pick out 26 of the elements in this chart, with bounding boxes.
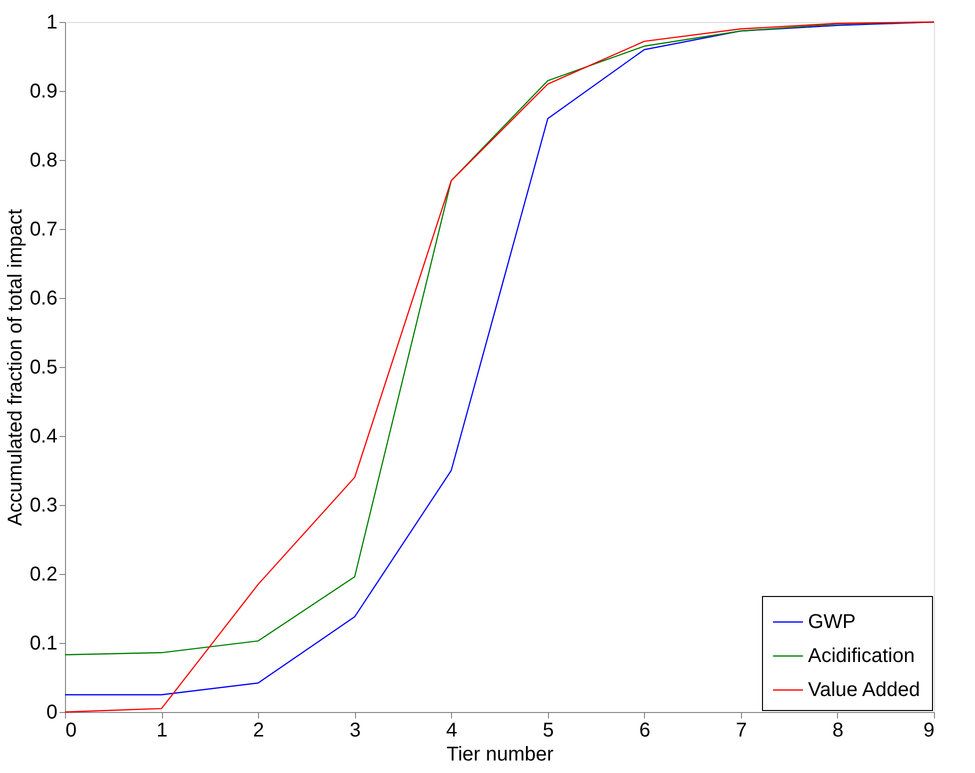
y-tick-label: 0.2 bbox=[30, 564, 58, 586]
legend-label: GWP bbox=[808, 611, 856, 633]
x-axis-title: Tier number bbox=[446, 744, 554, 766]
legend-label: Value Added bbox=[808, 679, 920, 701]
y-tick-label: 0.8 bbox=[30, 150, 58, 172]
x-tick-label: 9 bbox=[923, 720, 934, 742]
y-tick-label: 0.5 bbox=[30, 356, 58, 378]
x-tick-label: 3 bbox=[350, 720, 361, 742]
y-tick-label: 0.9 bbox=[30, 80, 58, 102]
y-tick-label: 0.4 bbox=[30, 426, 58, 448]
x-tick-label: 7 bbox=[736, 720, 747, 742]
x-tick-label: 5 bbox=[542, 720, 554, 742]
y-tick-label: 1 bbox=[46, 12, 58, 34]
y-tick-label: 0 bbox=[46, 702, 58, 724]
x-tick-label: 8 bbox=[832, 720, 844, 742]
x-tick-label: 6 bbox=[639, 720, 650, 742]
y-axis-title: Accumulated fraction of total impact bbox=[4, 208, 27, 526]
x-tick-label: 2 bbox=[253, 720, 264, 742]
y-tick-label: 0.6 bbox=[30, 288, 58, 310]
x-tick-label: 4 bbox=[446, 720, 458, 742]
y-tick-label: 0.3 bbox=[30, 494, 58, 516]
x-tick-label: 0 bbox=[66, 720, 77, 742]
y-tick-label: 0.1 bbox=[30, 632, 58, 654]
x-tick-label: 1 bbox=[156, 720, 168, 742]
legend-label: Acidification bbox=[808, 645, 915, 667]
y-tick-label: 0.7 bbox=[30, 218, 58, 240]
